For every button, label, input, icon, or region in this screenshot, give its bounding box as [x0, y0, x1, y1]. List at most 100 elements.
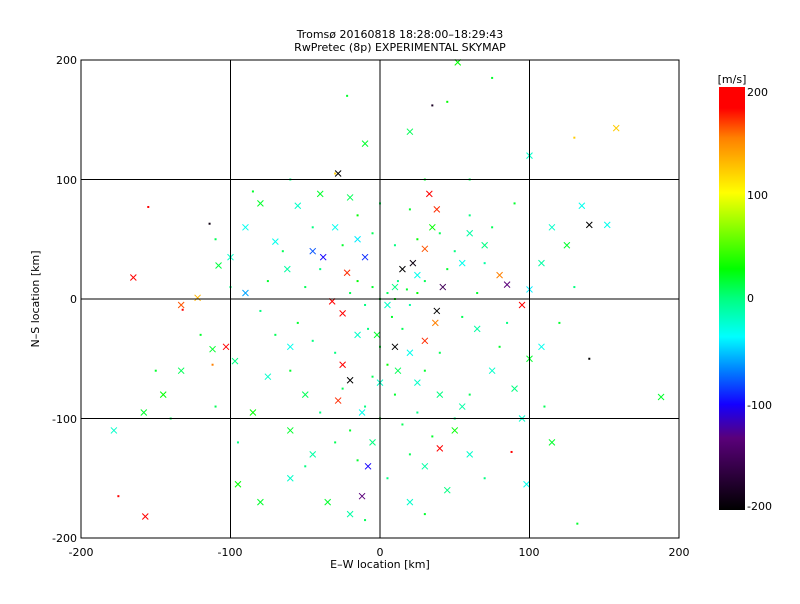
- data-point-cross: [209, 345, 216, 353]
- data-point-cross: [458, 259, 466, 267]
- data-point-dot: [468, 393, 471, 396]
- plot-frame: [80, 59, 680, 539]
- data-point-cross: [294, 202, 302, 210]
- data-point-dot: [405, 288, 408, 291]
- data-point-cross: [129, 274, 137, 281]
- data-point-cross: [503, 281, 511, 289]
- data-point-cross: [421, 245, 429, 253]
- data-point-dot: [576, 522, 579, 525]
- data-point-dot: [319, 268, 322, 271]
- data-point-dot: [446, 268, 449, 271]
- data-point-cross: [421, 337, 429, 345]
- data-point-dot: [396, 280, 399, 283]
- data-point-cross: [414, 271, 421, 279]
- data-point-cross: [141, 513, 149, 520]
- data-point-dot: [181, 308, 184, 311]
- data-point-cross: [257, 200, 264, 207]
- data-point-dot: [461, 315, 464, 318]
- data-point-cross: [286, 427, 294, 434]
- data-point-cross: [473, 325, 481, 333]
- data-point-dot: [543, 405, 546, 408]
- colorbar-label: [m/s]: [718, 73, 747, 86]
- data-point-cross: [548, 223, 556, 231]
- data-point-cross: [384, 301, 391, 309]
- data-point-dot: [349, 292, 352, 295]
- y-tick-label: -200: [52, 532, 77, 545]
- data-point-cross: [433, 206, 441, 213]
- data-point-dot: [364, 303, 367, 306]
- data-point-dot: [281, 250, 284, 253]
- data-point-cross: [316, 190, 324, 198]
- data-point-cross: [222, 343, 230, 351]
- data-point-dot: [356, 459, 359, 462]
- data-point-cross: [343, 269, 351, 277]
- data-point-cross: [354, 331, 361, 339]
- data-point-dot: [491, 226, 494, 229]
- data-point-cross: [364, 462, 372, 470]
- data-point-dot: [154, 369, 157, 372]
- data-point-dot: [393, 393, 396, 396]
- data-point-dot: [390, 315, 393, 318]
- colorbar-tick: 0: [747, 292, 754, 305]
- data-point-dot: [346, 94, 349, 97]
- data-point-cross: [361, 253, 369, 261]
- data-point-dot: [371, 286, 374, 289]
- data-point-dot: [334, 172, 337, 175]
- data-point-dot: [386, 363, 389, 366]
- data-point-cross: [563, 241, 571, 249]
- data-point-cross: [406, 128, 414, 136]
- data-point-cross: [110, 427, 118, 434]
- data-point-dot: [334, 351, 337, 354]
- data-point-cross: [234, 480, 242, 488]
- data-point-cross: [339, 309, 346, 317]
- data-point-cross: [373, 331, 381, 339]
- data-point-dot: [236, 441, 239, 444]
- data-point-cross: [242, 223, 249, 231]
- data-point-cross: [466, 229, 474, 237]
- data-point-cross: [488, 367, 496, 375]
- y-tick-labels: -200 -100 0 100 200: [52, 54, 77, 545]
- data-point-dot: [319, 411, 322, 414]
- data-point-cross: [346, 510, 354, 518]
- data-point-dot: [311, 339, 314, 342]
- data-point-cross: [414, 379, 421, 387]
- x-tick-label: 200: [669, 546, 690, 559]
- data-point-cross: [354, 235, 361, 243]
- data-point-dot: [349, 429, 352, 432]
- data-point-cross: [406, 349, 414, 357]
- data-point-dot: [341, 244, 344, 247]
- data-point-cross: [406, 498, 414, 506]
- colorbar-tick: 100: [747, 189, 768, 202]
- data-point-cross: [358, 492, 366, 500]
- data-point-dot: [214, 405, 217, 408]
- data-point-cross: [399, 265, 406, 273]
- data-point-dot: [259, 309, 262, 312]
- data-point-cross: [603, 221, 611, 229]
- data-point-dot: [416, 411, 419, 414]
- data-point-dot: [446, 100, 449, 103]
- data-point-cross: [481, 241, 489, 249]
- data-point-dot: [386, 292, 389, 295]
- data-point-cross: [309, 247, 317, 255]
- data-point-dot: [356, 280, 359, 283]
- data-point-dot: [416, 238, 419, 241]
- data-point-dot: [491, 76, 494, 79]
- data-point-dot: [510, 450, 513, 453]
- data-point-dot: [431, 435, 434, 438]
- data-point-cross: [496, 271, 503, 279]
- data-point-dot: [334, 441, 337, 444]
- data-point-cross: [231, 357, 239, 365]
- colorbar-tick: 200: [747, 86, 768, 99]
- data-point-cross: [369, 439, 376, 446]
- data-point-dot: [274, 333, 277, 336]
- data-point-cross: [657, 393, 665, 401]
- data-point-cross: [436, 391, 444, 398]
- chart-title: Tromsø 20160818 18:28:00–18:29:43: [296, 28, 504, 41]
- data-point-dot: [416, 292, 419, 295]
- data-point-cross: [428, 223, 436, 231]
- data-point-dot: [423, 369, 426, 372]
- data-point-cross: [319, 253, 327, 261]
- data-point-dot: [431, 104, 434, 107]
- data-point-cross: [458, 403, 466, 410]
